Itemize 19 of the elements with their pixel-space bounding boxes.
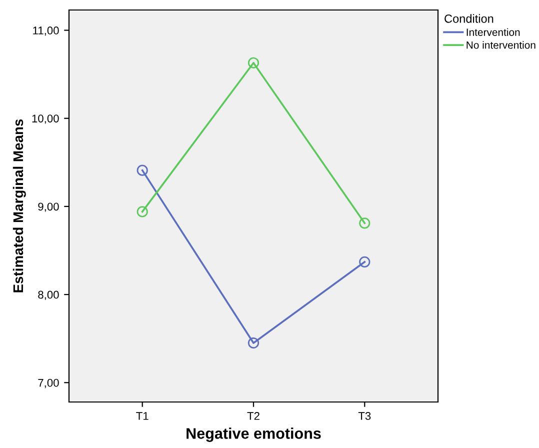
- point: [359, 256, 370, 268]
- legend-label: No intervention: [466, 41, 536, 49]
- y-tick-label: 9,00: [38, 202, 59, 212]
- point: [136, 206, 148, 218]
- x-axis-title: Negative emotions: [186, 428, 321, 442]
- x-tick-label: T1: [136, 412, 148, 420]
- x-tick-label: T2: [247, 412, 260, 420]
- y-tick-label: 10,00: [32, 114, 59, 124]
- y-tick-label: 8,00: [38, 290, 59, 300]
- y-axis-title: Estimated Marginal Means: [12, 119, 26, 292]
- point: [248, 337, 260, 349]
- x-tick-label: T3: [358, 412, 371, 420]
- point: [136, 164, 148, 176]
- legend-title: Condition: [444, 14, 494, 23]
- point: [359, 218, 370, 229]
- y-tick-label: 11,00: [33, 26, 59, 36]
- point: [248, 57, 260, 68]
- y-tick-label: 7,00: [38, 378, 59, 388]
- legend-label: Intervention: [466, 28, 520, 36]
